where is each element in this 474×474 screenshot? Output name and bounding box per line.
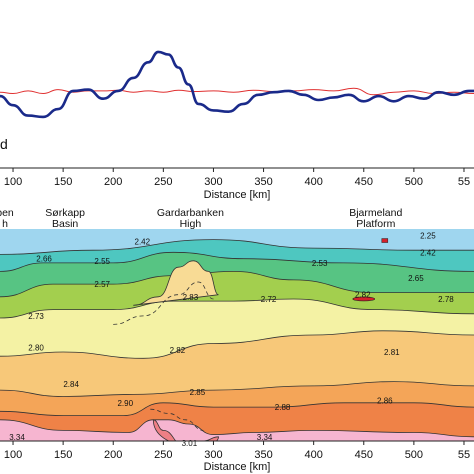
- region-label: Basin: [52, 218, 78, 230]
- layer-boundary-1: [0, 239, 474, 255]
- red-lens-body: [352, 296, 376, 302]
- red-marker-body: [381, 238, 389, 243]
- density-label: 2.42: [420, 248, 436, 257]
- section-x-tick-label: 200: [104, 449, 122, 461]
- density-label: 2.81: [384, 348, 400, 357]
- gravity-x-tick-label: 450: [355, 176, 373, 188]
- section-x-tick-label: 450: [355, 449, 373, 461]
- density-label: 2.90: [117, 399, 133, 408]
- density-label: 2.25: [420, 231, 436, 240]
- region-label: pen: [0, 207, 14, 219]
- density-label: 2.66: [36, 255, 52, 264]
- density-label: 2.53: [312, 259, 328, 268]
- gravity-x-ticks: 100 150 200 250 300 350 400 450 500 55: [4, 168, 470, 188]
- density-label: 2.57: [94, 280, 110, 289]
- layer-boundary-6: [0, 381, 474, 397]
- region-label: Sørkapp: [45, 207, 85, 219]
- gardarbanken-high-body: [133, 260, 219, 306]
- density-label: 2.42: [135, 238, 151, 247]
- density-label: 3.34: [257, 433, 273, 442]
- layer-boundary-5: [0, 330, 474, 359]
- gravity-panel: 100 150 200 250 300 350 400 450 500 55 d Distance…: [0, 50, 474, 201]
- layer-boundary-7: [0, 402, 474, 417]
- density-labels: 2.66 2.42 2.55 2.25 2.42 2.53 2.57 2.65 2.83 2.72…: [9, 231, 454, 448]
- density-layers: [0, 229, 474, 441]
- region-label: Platform: [356, 218, 395, 230]
- density-label: 3.34: [9, 433, 25, 442]
- gravity-partial-label: d: [0, 136, 8, 152]
- region-label: High: [180, 218, 202, 230]
- density-label: 2.86: [377, 397, 393, 406]
- layer-boundary-2: [0, 251, 474, 272]
- gravity-x-tick-label: 400: [304, 176, 322, 188]
- layer-boundary-4: [0, 298, 474, 319]
- section-panel: 2.66 2.42 2.55 2.25 2.42 2.53 2.57 2.65 2.83 2.72…: [0, 207, 474, 473]
- section-x-axis-title: Distance [km]: [204, 461, 271, 473]
- gravity-x-tick-label: 200: [104, 176, 122, 188]
- section-x-tick-label: 100: [4, 449, 22, 461]
- density-label: 2.82: [170, 346, 186, 355]
- gravity-x-tick-label: 250: [154, 176, 172, 188]
- section-x-ticks: 100 150 200 250 300 350 400 450 500 55: [4, 441, 470, 461]
- gravity-x-tick-label: 350: [254, 176, 272, 188]
- density-layer-8: [0, 419, 474, 441]
- density-layer-9: [152, 419, 219, 441]
- section-x-tick-label: 250: [154, 449, 172, 461]
- gravity-x-tick-label: 300: [204, 176, 222, 188]
- dashed-contact-upper: [113, 281, 214, 325]
- section-x-tick-label: 150: [54, 449, 72, 461]
- section-annotations: [113, 238, 389, 431]
- gravity-x-axis-title: Distance [km]: [204, 189, 271, 201]
- gravity-x-tick-label: 55: [458, 176, 470, 188]
- density-label: 2.83: [183, 293, 199, 302]
- density-label: 2.88: [275, 403, 291, 412]
- red-profile-line: [0, 87, 474, 96]
- dashed-contact-lower: [150, 408, 204, 431]
- section-x-tick-label: 500: [405, 449, 423, 461]
- density-label: 2.65: [408, 274, 424, 283]
- density-label: 2.85: [190, 388, 206, 397]
- section-x-tick-label: 55: [458, 449, 470, 461]
- density-label: 2.72: [261, 295, 277, 304]
- gravity-x-tick-label: 150: [54, 176, 72, 188]
- region-label: Gardarbanken: [157, 207, 224, 219]
- section-x-tick-label: 400: [304, 449, 322, 461]
- layer-boundary-3: [0, 270, 474, 298]
- gravity-x-tick-label: 100: [4, 176, 22, 188]
- layer-boundary-8: [0, 419, 474, 438]
- region-label: Bjarmeland: [349, 207, 402, 219]
- density-label: 2.84: [63, 380, 79, 389]
- region-label: h: [2, 218, 8, 230]
- density-label: 2.78: [438, 295, 454, 304]
- density-label: 2.73: [28, 312, 44, 321]
- section-x-tick-label: 350: [254, 449, 272, 461]
- blue-profile-line: [0, 50, 474, 119]
- density-label: 2.55: [94, 257, 110, 266]
- section-x-tick-label: 300: [204, 449, 222, 461]
- density-label: 2.80: [28, 344, 44, 353]
- density-label: 3.01: [182, 439, 198, 448]
- density-label: 2.82: [355, 291, 371, 300]
- gravity-series: [0, 50, 474, 119]
- gravity-x-tick-label: 500: [405, 176, 423, 188]
